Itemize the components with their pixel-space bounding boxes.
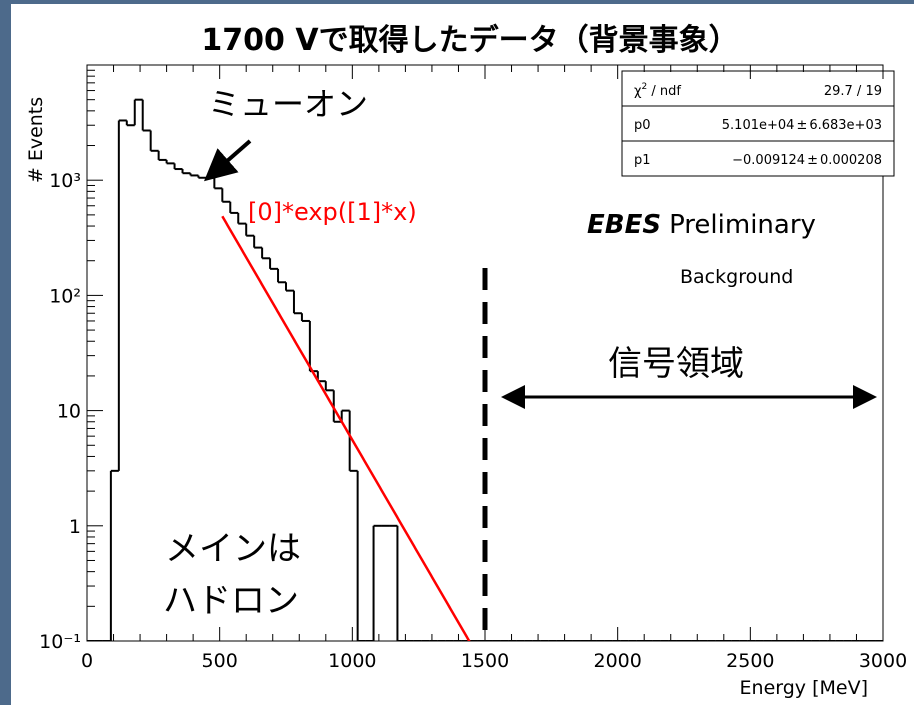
fit-curve	[221, 215, 471, 641]
x-tick-label: 1500	[461, 650, 509, 672]
chart-title: 1700 Vで取得したデータ（背景事象）	[201, 23, 738, 58]
y-tick-label: 10³	[49, 170, 81, 192]
stats-name-part: 2	[642, 82, 648, 92]
x-tick-label: 1000	[328, 650, 376, 672]
y-tick-label: 10	[57, 401, 81, 423]
stats-name: χ2 / ndf	[634, 82, 681, 99]
stats-value: 29.7 / 19	[824, 84, 882, 99]
muon-arrow	[203, 139, 252, 182]
slide-frame	[0, 0, 11, 705]
y-tick-label: 10²	[49, 285, 81, 307]
x-tick-label: 2000	[593, 650, 641, 672]
y-tick-label: 10⁻¹	[39, 631, 81, 653]
stats-name: p1	[634, 153, 651, 168]
stats-name-part: / ndf	[647, 84, 681, 99]
stats-pm: ±	[796, 118, 807, 133]
sample-label: Background	[680, 266, 793, 288]
x-tick-label: 500	[202, 650, 238, 672]
stats-pm: ±	[807, 153, 818, 168]
signal-region-label: 信号領域	[608, 344, 744, 384]
preliminary-word: Preliminary	[669, 210, 816, 240]
x-tick-label: 2500	[726, 650, 774, 672]
stats-name-part: χ	[634, 84, 642, 99]
preliminary-label: EBES Preliminary	[587, 210, 816, 240]
x-tick-label: 3000	[859, 650, 907, 672]
stats-box	[621, 70, 895, 177]
experiment-name: EBES	[587, 210, 661, 240]
stats-param: −0.009124	[732, 153, 805, 168]
histogram	[87, 98, 883, 641]
hadron-label: ハドロン	[163, 581, 299, 621]
stats-name: p0	[634, 118, 651, 133]
x-axis-label: Energy [MeV]	[740, 677, 868, 699]
slide-frame	[0, 0, 914, 4]
stats-value: −0.009124 ±0.000208	[732, 153, 882, 168]
x-tick-label: 0	[81, 650, 93, 672]
muon-label: ミューオン	[208, 85, 368, 123]
y-axis-label: # Events	[25, 97, 47, 183]
stats-value: 5.101e+04 ±6.683e+03	[722, 118, 882, 133]
stats-error: 6.683e+03	[809, 118, 882, 133]
stats-error: 0.000208	[820, 153, 882, 168]
hadron-label: メインは	[165, 529, 301, 569]
stats-param: 5.101e+04	[722, 118, 795, 133]
fit-formula: [0]*exp([1]*x)	[248, 198, 417, 226]
y-tick-label: 1	[69, 516, 81, 538]
